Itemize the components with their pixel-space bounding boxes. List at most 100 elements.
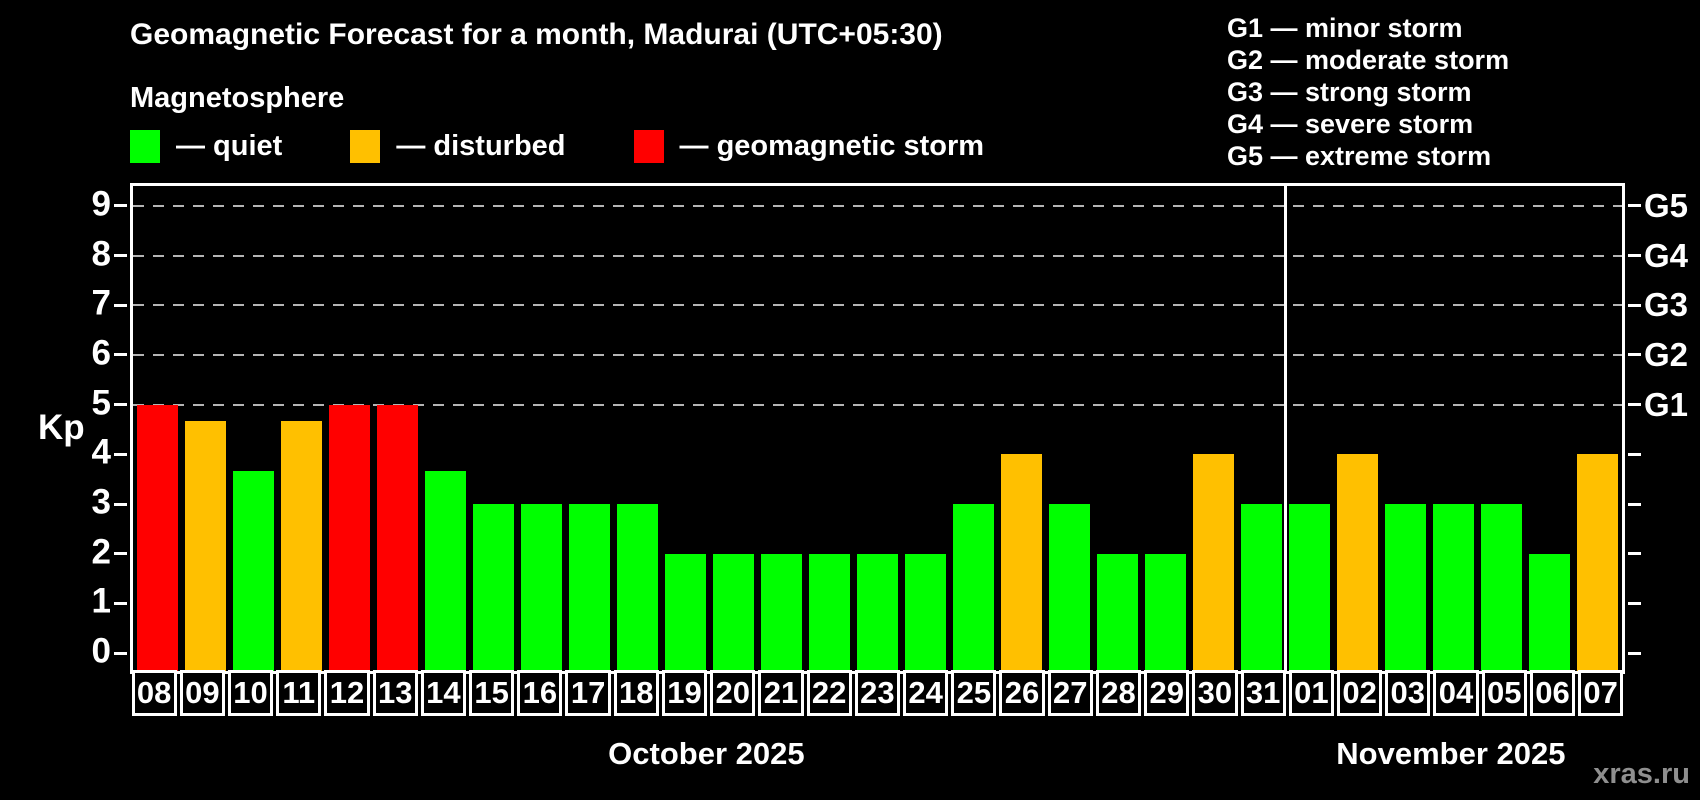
- y-tick-label-9: 9: [91, 184, 111, 224]
- date-cell-23: 23: [854, 670, 900, 716]
- right-tick-2: [1628, 552, 1641, 556]
- g-legend-line-g3: G3 — strong storm: [1227, 77, 1472, 107]
- date-cell-27: 27: [1047, 670, 1093, 716]
- right-tick-6: [1628, 353, 1641, 357]
- kp-bar-22: [808, 553, 850, 671]
- date-cell-12: 12: [324, 670, 370, 716]
- legend-swatch-storm: [633, 130, 664, 163]
- month-label-october: October 2025: [608, 736, 805, 771]
- kp-bar-08: [136, 404, 178, 671]
- kp-bar-30: [1193, 454, 1235, 671]
- kp-bar-19: [664, 553, 706, 671]
- date-cell-29: 29: [1144, 670, 1190, 716]
- date-cell-06: 06: [1529, 670, 1576, 716]
- date-cell-13: 13: [372, 670, 418, 716]
- kp-bar-24: [905, 553, 947, 671]
- g-legend-line-g1: G1 — minor storm: [1227, 13, 1463, 43]
- date-cell-25: 25: [951, 670, 997, 716]
- y-tick-label-4: 4: [91, 432, 111, 472]
- g-axis-label-g1: G1: [1644, 385, 1689, 423]
- kp-bar-01: [1289, 504, 1331, 671]
- date-cell-03: 03: [1385, 670, 1431, 716]
- date-cell-14: 14: [420, 670, 467, 716]
- g-axis-label-g4: G4: [1644, 236, 1689, 274]
- y-tick-3: [114, 502, 127, 506]
- month-separator: [1284, 186, 1288, 671]
- date-cell-16: 16: [517, 670, 563, 716]
- kp-bar-16: [520, 504, 562, 671]
- kp-bar-15: [472, 504, 514, 671]
- g-scale-legend: G1 — minor storm G2 — moderate storm G3 — …: [1227, 12, 1509, 172]
- date-cell-17: 17: [565, 670, 611, 716]
- status-legend: — quiet — disturbed — geomagnetic storm: [130, 130, 1052, 163]
- right-tick-7: [1628, 303, 1641, 307]
- y-tick-label-5: 5: [91, 383, 111, 423]
- kp-bar-03: [1385, 504, 1427, 671]
- date-cell-09: 09: [179, 670, 225, 716]
- g-axis-label-g2: G2: [1644, 335, 1689, 373]
- date-cell-22: 22: [806, 670, 852, 716]
- gridline-kp8: [133, 254, 1622, 257]
- date-cell-18: 18: [613, 670, 659, 716]
- y-tick-6: [114, 353, 127, 357]
- date-cell-04: 04: [1433, 670, 1479, 716]
- y-tick-1: [114, 601, 127, 605]
- right-tick-8: [1628, 254, 1641, 258]
- gridline-kp5: [133, 403, 1622, 406]
- legend-item-quiet: — quiet: [130, 130, 282, 163]
- kp-bar-10: [232, 470, 274, 671]
- date-cell-21: 21: [758, 670, 804, 716]
- kp-bar-14: [424, 470, 466, 671]
- y-tick-label-7: 7: [91, 283, 111, 323]
- right-tick-9: [1628, 204, 1641, 208]
- gridline-kp6: [133, 353, 1622, 356]
- month-label-november: November 2025: [1336, 736, 1566, 771]
- right-tick-5: [1628, 403, 1641, 407]
- legend-label-quiet: — quiet: [176, 130, 283, 162]
- g-legend-line-g2: G2 — moderate storm: [1227, 45, 1510, 75]
- date-axis-row: 08 09 10 11 12 13 14 15 16 17 18 19 20 21 22 23 24 25 26 27…: [130, 670, 1625, 716]
- y-tick-5: [114, 403, 127, 407]
- kp-bar-09: [184, 421, 226, 671]
- date-cell-11: 11: [276, 670, 322, 716]
- date-cell-01: 01: [1288, 670, 1334, 716]
- g-legend-line-g4: G4 — severe storm: [1227, 109, 1474, 139]
- kp-axis-label: Kp: [38, 408, 85, 447]
- kp-bar-11: [280, 421, 322, 671]
- date-cell-26: 26: [999, 670, 1045, 716]
- chart-title: Geomagnetic Forecast for a month, Madura…: [130, 18, 943, 51]
- g-axis-label-g3: G3: [1644, 286, 1689, 324]
- g-axis-label-g5: G5: [1644, 186, 1689, 224]
- kp-bar-17: [568, 504, 610, 671]
- kp-bar-02: [1337, 454, 1379, 671]
- y-tick-label-8: 8: [91, 233, 111, 273]
- y-tick-label-2: 2: [91, 532, 111, 572]
- right-tick-3: [1628, 502, 1641, 506]
- plot-area: 0 1 2 3 4 5 6 7 8 9 G1 G2 G3 G4 G5: [92, 183, 1688, 674]
- date-cell-05: 05: [1481, 670, 1527, 716]
- kp-bar-13: [376, 404, 418, 671]
- right-tick-0: [1628, 651, 1641, 655]
- kp-bar-27: [1049, 504, 1091, 671]
- date-cell-10: 10: [227, 670, 274, 716]
- date-cell-02: 02: [1336, 670, 1383, 716]
- y-tick-8: [114, 254, 127, 258]
- kp-bar-29: [1145, 553, 1187, 671]
- y-tick-2: [114, 552, 127, 556]
- kp-bar-07: [1577, 454, 1619, 671]
- kp-bar-21: [760, 553, 802, 671]
- date-cell-07: 07: [1578, 670, 1624, 716]
- date-cell-30: 30: [1192, 670, 1238, 716]
- right-tick-1: [1628, 601, 1641, 605]
- kp-bar-23: [857, 553, 898, 671]
- kp-bar-06: [1529, 553, 1571, 671]
- gridline-kp7: [133, 304, 1622, 307]
- legend-swatch-disturbed: [350, 130, 381, 163]
- legend-label-storm: — geomagnetic storm: [679, 130, 985, 162]
- kp-bar-18: [616, 504, 658, 671]
- legend-item-storm: — geomagnetic storm: [633, 130, 985, 163]
- g-legend-line-g5: G5 — extreme storm: [1227, 141, 1492, 171]
- date-cell-20: 20: [710, 670, 756, 716]
- y-tick-label-0: 0: [91, 631, 111, 671]
